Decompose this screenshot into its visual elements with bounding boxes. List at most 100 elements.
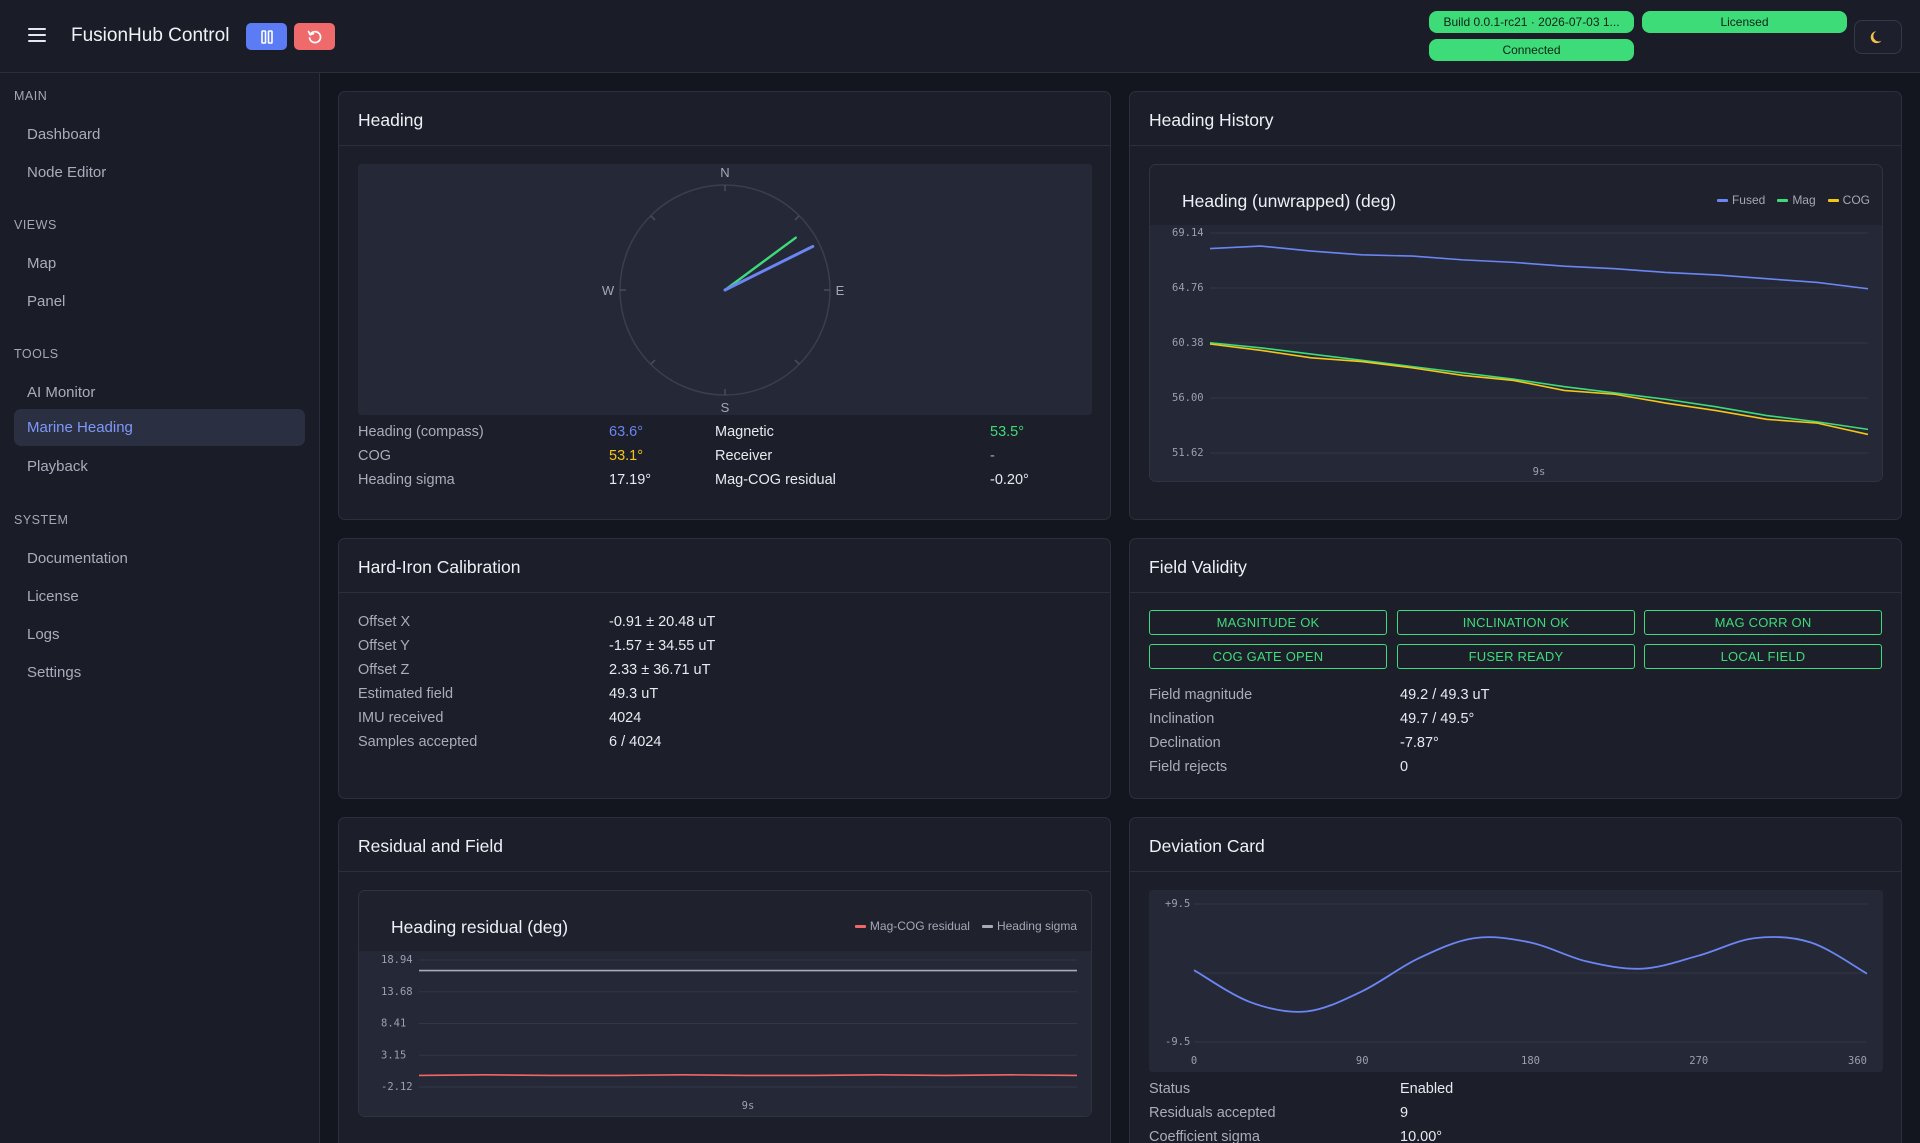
chart-plot-area: 18.94 13.68 8.41 3.15 -2.12 9s <box>359 951 1091 1116</box>
compass-tick <box>794 359 800 365</box>
chart-legend: Mag-COG residual Heading sigma <box>854 919 1077 933</box>
declination-label: Declination <box>1149 735 1221 751</box>
coefficient-sigma-value: 10.00° <box>1400 1129 1443 1143</box>
field-validity-card: Field Validity MAGNITUDE OK INCLINATION … <box>1129 538 1902 799</box>
y-tick-label: 60.38 <box>1172 337 1204 349</box>
status-label: Status <box>1149 1081 1191 1097</box>
reset-button[interactable] <box>294 23 335 50</box>
estimated-field-value: 49.3 uT <box>609 686 659 702</box>
y-tick-label: 13.68 <box>381 986 413 998</box>
y-tick-label: 64.76 <box>1172 282 1204 294</box>
magnetic-label: Magnetic <box>715 424 774 440</box>
compass-north-label: N <box>720 165 729 180</box>
license-badge: Licensed <box>1642 11 1847 33</box>
pause-icon <box>260 29 273 44</box>
coefficient-sigma-label: Coefficient sigma <box>1149 1129 1260 1143</box>
sidebar-item-documentation[interactable]: Documentation <box>27 550 128 567</box>
card-title: Field Validity <box>1130 539 1901 593</box>
heading-sigma-value: 17.19° <box>609 472 652 488</box>
residuals-accepted-label: Residuals accepted <box>1149 1105 1276 1121</box>
sidebar-item-license[interactable]: License <box>27 588 79 605</box>
reset-icon <box>307 30 321 43</box>
series-line-cog <box>1209 343 1869 436</box>
x-tick-label: 9s <box>742 1100 755 1112</box>
imu-received-value: 4024 <box>609 710 642 726</box>
y-tick-label: 8.41 <box>381 1018 406 1030</box>
imu-received-label: IMU received <box>358 710 444 726</box>
sidebar-item-node-editor[interactable]: Node Editor <box>27 164 107 181</box>
field-magnitude-value: 49.2 / 49.3 uT <box>1400 687 1490 703</box>
y-tick-label: -2.12 <box>381 1081 413 1093</box>
chart-plot-area: 69.14 64.76 60.38 56.00 51.62 9s <box>1150 225 1882 481</box>
sidebar-item-ai-monitor[interactable]: AI Monitor <box>27 384 96 401</box>
sidebar-item-panel[interactable]: Panel <box>27 293 66 310</box>
x-tick-label: 180 <box>1521 1055 1540 1067</box>
chart-title: Heading residual (deg) <box>391 917 569 937</box>
heading-residual-chart: Heading residual (deg) Mag-COG residual … <box>358 890 1092 1117</box>
moon-icon <box>1870 31 1882 44</box>
hard-iron-calibration-card: Hard-Iron Calibration Offset X -0.91 ± 2… <box>338 538 1111 799</box>
heading-card: Heading N S E W Heading (compass) 63.6° … <box>338 91 1111 520</box>
legend-fused: Fused <box>1716 193 1765 207</box>
build-badge: Build 0.0.1-rc21 · 2026-07-03 1... <box>1429 11 1634 33</box>
top-bar: FusionHub Control Build 0.0.1-rc21 · 202… <box>0 0 1920 73</box>
chart-legend: Fused Mag COG <box>1716 193 1870 207</box>
deviation-card: Deviation Card +9.5 -9.5 0 90 180 270 360 Stat… <box>1129 817 1902 1143</box>
offset-y-value: -1.57 ± 34.55 uT <box>609 638 716 654</box>
mag-corr-on-badge: MAG CORR ON <box>1644 610 1882 635</box>
app-title: FusionHub Control <box>71 25 230 46</box>
compass-south-label: S <box>721 400 730 415</box>
mag-heading-needle <box>723 236 797 292</box>
nav-section-tools: TOOLS <box>14 347 59 361</box>
card-title: Deviation Card <box>1130 818 1901 872</box>
card-title: Heading <box>339 92 1110 146</box>
receiver-label: Receiver <box>715 448 773 464</box>
hamburger-menu-icon[interactable] <box>28 28 46 44</box>
y-tick-label: 56.00 <box>1172 392 1204 404</box>
mag-cog-residual-label: Mag-COG residual <box>715 472 836 488</box>
x-tick-label: 0 <box>1191 1055 1197 1067</box>
cog-value: 53.1° <box>609 448 644 464</box>
y-tick-label: +9.5 <box>1165 898 1190 910</box>
connection-badge: Connected <box>1429 39 1634 61</box>
card-title: Residual and Field <box>339 818 1110 872</box>
offset-z-label: Offset Z <box>358 662 410 678</box>
sidebar-item-dashboard[interactable]: Dashboard <box>27 126 101 143</box>
sidebar-item-settings[interactable]: Settings <box>27 664 82 681</box>
heading-history-chart: Heading (unwrapped) (deg) Fused Mag COG … <box>1149 164 1883 482</box>
sidebar: MAIN Dashboard Node Editor VIEWS Map Pan… <box>0 73 320 1143</box>
offset-x-value: -0.91 ± 20.48 uT <box>609 614 716 630</box>
compass-panel: N S E W <box>358 164 1092 415</box>
x-tick-label: 90 <box>1356 1055 1369 1067</box>
series-line-fused <box>1209 245 1869 290</box>
x-tick-label: 270 <box>1689 1055 1708 1067</box>
nav-section-views: VIEWS <box>14 218 57 232</box>
inclination-label: Inclination <box>1149 711 1215 727</box>
field-rejects-value: 0 <box>1400 759 1409 775</box>
deviation-chart: +9.5 -9.5 0 90 180 270 360 <box>1149 890 1883 1072</box>
fused-heading-needle <box>723 244 815 292</box>
local-field-badge: LOCAL FIELD <box>1644 644 1882 669</box>
compass-tick <box>650 359 656 365</box>
cog-label: COG <box>358 448 392 464</box>
theme-toggle-button[interactable] <box>1854 20 1902 54</box>
legend-mag-cog-residual: Mag-COG residual <box>854 919 970 933</box>
estimated-field-label: Estimated field <box>358 686 454 702</box>
y-tick-label: 69.14 <box>1172 227 1204 239</box>
heading-compass-value: 63.6° <box>609 424 644 440</box>
sidebar-item-playback[interactable]: Playback <box>27 458 88 475</box>
sidebar-item-map[interactable]: Map <box>27 255 57 272</box>
heading-compass-label: Heading (compass) <box>358 424 484 440</box>
card-title: Hard-Iron Calibration <box>339 539 1110 593</box>
offset-y-label: Offset Y <box>358 638 410 654</box>
y-tick-label: 3.15 <box>381 1049 406 1061</box>
compass-east-label: E <box>836 283 845 298</box>
sidebar-item-logs[interactable]: Logs <box>27 626 60 643</box>
residual-and-field-card: Residual and Field Heading residual (deg… <box>338 817 1111 1143</box>
sidebar-item-marine-heading[interactable]: Marine Heading <box>14 409 305 446</box>
residuals-accepted-value: 9 <box>1400 1105 1409 1121</box>
series-line-mag <box>1209 341 1869 431</box>
pause-button[interactable] <box>246 23 287 50</box>
y-tick-label: 51.62 <box>1172 447 1204 459</box>
samples-accepted-value: 6 / 4024 <box>609 734 662 750</box>
